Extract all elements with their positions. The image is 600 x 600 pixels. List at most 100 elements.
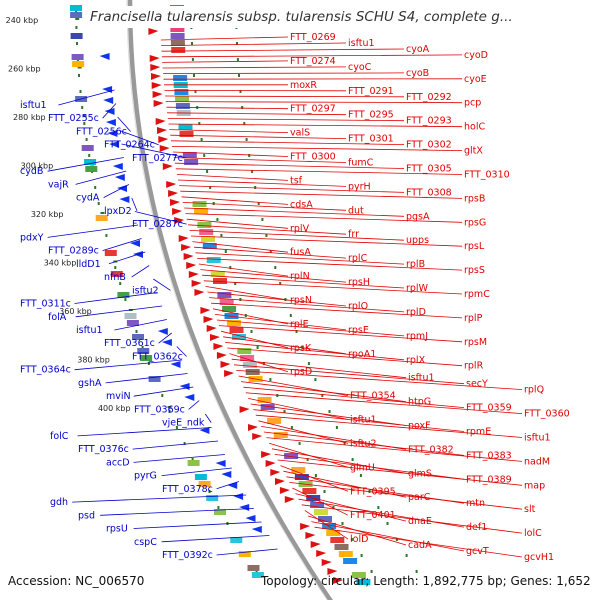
forward-gene-label[interactable]: FTT_0360 [524, 409, 570, 420]
reverse-gene-label[interactable]: pyrG [134, 471, 157, 482]
forward-gene-label[interactable]: secY [466, 379, 488, 390]
forward-gene-label[interactable]: rpsG [464, 217, 486, 228]
forward-gene-label[interactable]: poxF [408, 421, 431, 432]
forward-gene-label[interactable]: gcvH1 [524, 552, 554, 563]
forward-gene-label[interactable]: rplC [348, 253, 368, 264]
forward-gene-label[interactable]: rplP [464, 313, 483, 324]
forward-gene-label[interactable]: FTT_0305 [406, 164, 452, 175]
reverse-gene-label[interactable]: FTT_0376c [78, 444, 129, 455]
forward-gene-label[interactable]: cyoC [348, 62, 372, 73]
forward-gene-label[interactable]: upps [406, 235, 429, 246]
reverse-gene-label[interactable]: folC [50, 431, 69, 442]
forward-gene-label[interactable]: FTT_0359 [466, 403, 512, 414]
forward-gene-label[interactable]: isftu2 [350, 438, 377, 449]
reverse-gene-label[interactable]: FTT_0369c [134, 404, 185, 415]
forward-gene-label[interactable]: pcp [464, 98, 481, 109]
reverse-gene-label[interactable]: FTT_0287c [132, 219, 183, 230]
reverse-gene-label[interactable]: isftu1 [76, 325, 103, 336]
reverse-gene-label[interactable]: FTT_0277c [132, 153, 183, 164]
reverse-gene-label[interactable]: accD [106, 457, 130, 468]
reverse-gene-label[interactable]: FTT_0364c [20, 365, 71, 376]
reverse-gene-label[interactable]: gdh [50, 497, 68, 508]
reverse-gene-label[interactable]: FTT_0392c [162, 550, 213, 561]
reverse-gene-label[interactable]: FTT_0255c [48, 113, 99, 124]
forward-gene-label[interactable]: FTT_0310 [464, 170, 510, 181]
forward-gene-label[interactable]: rpmE [466, 427, 491, 438]
forward-gene-label[interactable]: cyoA [406, 44, 430, 55]
forward-gene-label[interactable]: FTT_0354 [350, 391, 396, 402]
reverse-gene-label[interactable]: vjeE_ndk [162, 418, 205, 429]
forward-gene-label[interactable]: nadM [524, 456, 550, 467]
forward-gene-label[interactable]: rplN [290, 271, 310, 282]
forward-gene-label[interactable]: cadA [408, 540, 432, 551]
reverse-gene-label[interactable]: lpxD2 [104, 206, 132, 217]
forward-gene-label[interactable]: dnaE [408, 516, 432, 527]
forward-gene-label[interactable]: rplR [464, 361, 484, 372]
forward-gene-label[interactable]: slt [524, 504, 536, 515]
reverse-gene-label[interactable]: cspC [134, 537, 157, 548]
forward-gene-label[interactable]: rpoA1 [348, 349, 376, 360]
reverse-gene-label[interactable]: FTT_0264c [104, 140, 155, 151]
reverse-gene-label[interactable]: isftu1 [20, 100, 47, 111]
forward-gene-label[interactable]: tsf [290, 175, 303, 186]
forward-gene-label[interactable]: FTT_0302 [406, 140, 452, 151]
reverse-gene-label[interactable]: lldD1 [76, 259, 101, 270]
forward-gene-label[interactable]: FTT_0274 [290, 56, 336, 67]
forward-gene-label[interactable]: parC [408, 492, 431, 503]
reverse-gene-label[interactable]: FTT_0256c [76, 127, 127, 138]
reverse-gene-label[interactable]: gshA [78, 378, 102, 389]
forward-gene-label[interactable]: def1 [466, 522, 487, 533]
forward-gene-label[interactable]: rpsB [464, 193, 485, 204]
reverse-gene-label[interactable]: FTT_0362c [132, 352, 183, 363]
forward-gene-label[interactable]: valS [290, 128, 310, 139]
forward-gene-label[interactable]: rplD [406, 307, 426, 318]
forward-gene-label[interactable]: moxR [290, 80, 317, 91]
forward-gene-label[interactable]: FTT_0382 [408, 444, 454, 455]
forward-gene-label[interactable]: rpsK [290, 343, 312, 354]
forward-gene-label[interactable]: isftu1 [524, 433, 551, 444]
forward-gene-label[interactable]: rplW [406, 283, 429, 294]
forward-gene-label[interactable]: rpmC [464, 289, 490, 300]
forward-gene-label[interactable]: rpsH [348, 277, 370, 288]
forward-gene-label[interactable]: lolC [524, 528, 542, 539]
reverse-gene-label[interactable]: isftu2 [132, 285, 159, 296]
reverse-gene-label[interactable]: rpsU [106, 524, 128, 535]
forward-gene-label[interactable]: pyrH [348, 181, 371, 192]
forward-gene-label[interactable]: rpsM [464, 337, 487, 348]
reverse-gene-label[interactable]: cydA [76, 193, 100, 204]
forward-gene-label[interactable]: rpsN [290, 295, 312, 306]
forward-gene-label[interactable]: FTT_0297 [290, 104, 336, 115]
forward-gene-label[interactable]: mtn [466, 498, 485, 509]
forward-gene-label[interactable]: lolD [350, 534, 368, 545]
forward-gene-label[interactable]: FTT_0401 [350, 510, 396, 521]
forward-gene-label[interactable]: rplX [406, 355, 426, 366]
forward-gene-label[interactable]: FTT_0300 [290, 152, 336, 163]
forward-gene-label[interactable]: rplQ [524, 385, 544, 396]
reverse-gene-label[interactable]: FTT_0378c [162, 484, 213, 495]
reverse-gene-label[interactable]: nfnB [104, 272, 126, 283]
forward-gene-label[interactable]: FTT_0395 [350, 486, 396, 497]
forward-gene-label[interactable]: cyoD [464, 50, 488, 61]
forward-gene-label[interactable]: rplE [290, 319, 309, 330]
forward-gene-label[interactable]: gltX [464, 146, 483, 157]
reverse-gene-label[interactable]: FTT_0361c [104, 338, 155, 349]
forward-gene-label[interactable]: rplB [406, 259, 425, 270]
forward-gene-label[interactable]: FTT_0291 [348, 86, 394, 97]
forward-gene-label[interactable]: cyoE [464, 74, 487, 85]
forward-gene-label[interactable]: glmU [350, 462, 375, 473]
reverse-gene-label[interactable]: FTT_0311c [20, 299, 71, 310]
reverse-gene-label[interactable]: psd [78, 510, 95, 521]
forward-gene-label[interactable]: rpmJ [406, 331, 428, 342]
forward-gene-label[interactable]: dut [348, 205, 364, 216]
reverse-gene-label[interactable]: mviN [106, 391, 131, 402]
forward-gene-label[interactable]: fumC [348, 158, 374, 169]
forward-gene-label[interactable]: rpsD [290, 367, 312, 378]
forward-gene-label[interactable]: frr [348, 229, 359, 240]
forward-gene-label[interactable]: pgsA [406, 211, 430, 222]
forward-gene-label[interactable]: rpsL [464, 241, 485, 252]
forward-gene-label[interactable]: FTT_0269 [290, 32, 336, 43]
forward-gene-label[interactable]: gcvT [466, 546, 489, 557]
forward-gene-label[interactable]: isftu1 [408, 373, 435, 384]
reverse-gene-label[interactable]: pdxY [20, 232, 44, 243]
reverse-gene-label[interactable]: vajR [48, 179, 69, 190]
